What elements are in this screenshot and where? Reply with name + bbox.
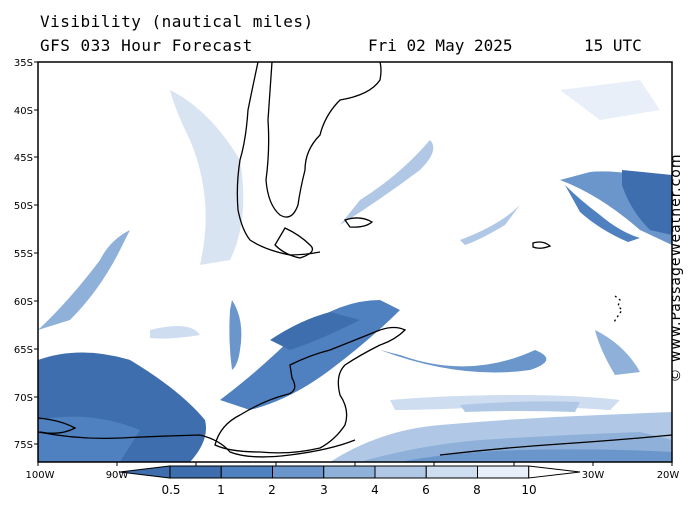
legend-label: 4 — [371, 483, 379, 497]
lon-label: 20W — [657, 470, 680, 481]
legend-label: 3 — [320, 483, 328, 497]
forecast-time: 15 UTC — [584, 36, 642, 55]
lat-label: 35S — [14, 58, 33, 69]
legend-label: 6 — [422, 483, 430, 497]
legend-swatch — [323, 465, 376, 479]
lat-label: 60S — [14, 297, 33, 308]
legend-arrow-high — [528, 465, 581, 479]
lat-label: 75S — [14, 440, 33, 451]
lat-label: 70S — [14, 393, 33, 404]
legend-swatch — [220, 465, 273, 479]
lat-label: 55S — [14, 249, 33, 260]
forecast-subtitle: GFS 033 Hour Forecast — [40, 36, 253, 55]
coastlines — [38, 62, 672, 458]
legend-label: 0.5 — [161, 483, 180, 497]
lon-label: 90W — [106, 470, 129, 481]
map-title: Visibility (nautical miles) — [40, 12, 314, 31]
lat-label: 40S — [14, 106, 33, 117]
legend-swatch — [374, 465, 427, 479]
legend-label: 1 — [217, 483, 225, 497]
lat-label: 45S — [14, 153, 33, 164]
lat-label: 65S — [14, 345, 33, 356]
lon-label: 100W — [26, 470, 55, 481]
visibility-field — [38, 62, 672, 462]
legend-label: 2 — [268, 483, 276, 497]
lon-label: 30W — [582, 470, 605, 481]
forecast-date: Fri 02 May 2025 — [368, 36, 513, 55]
lat-label: 50S — [14, 201, 33, 212]
legend-swatch — [169, 465, 222, 479]
legend-label: 10 — [521, 483, 536, 497]
legend-label: 8 — [473, 483, 481, 497]
legend-swatch — [272, 465, 325, 479]
legend-swatch — [425, 465, 478, 479]
visibility-legend — [119, 465, 581, 479]
legend-swatch — [477, 465, 530, 479]
